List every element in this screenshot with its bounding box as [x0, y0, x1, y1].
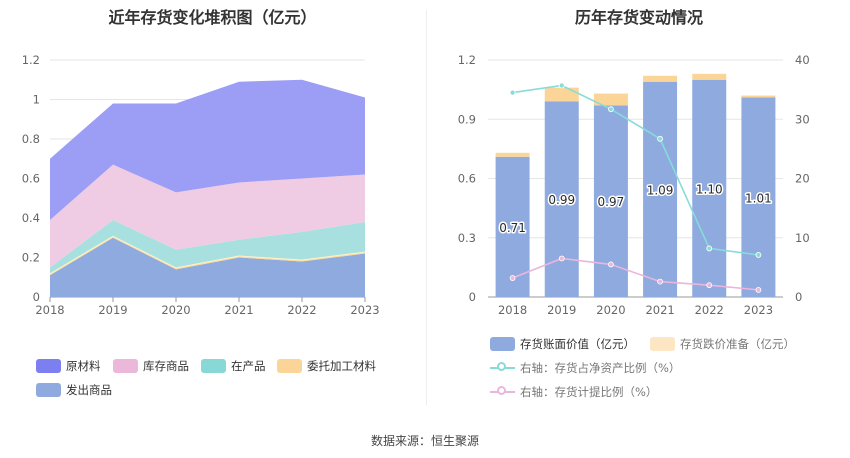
x-tick-label: 2019 — [547, 303, 576, 317]
y2-tick-label: 40 — [795, 53, 810, 67]
line-point — [608, 106, 614, 113]
y-tick-label: 0.4 — [22, 211, 40, 225]
x-tick-label: 2020 — [161, 303, 190, 317]
bar-book-value — [741, 97, 776, 298]
line-point — [706, 282, 713, 289]
y2-tick-label: 0 — [795, 290, 802, 304]
legend-swatch — [490, 337, 515, 351]
x-tick-label: 2018 — [35, 303, 64, 317]
line-point — [509, 275, 516, 281]
legend-swatch — [490, 361, 515, 375]
x-tick-label: 2021 — [224, 303, 253, 317]
legend-label: 存货跌价准备（亿元） — [680, 337, 795, 351]
bar-data-label: 1.10 — [696, 182, 723, 196]
y2-tick-label: 10 — [795, 231, 810, 245]
stacked-area-chart-panel: 近年存货变化堆积图（亿元） 0 0.2 0.4 0.6 0.8 1 1.2 2018 2019 2… — [0, 0, 425, 410]
y2-tick-label: 30 — [795, 112, 810, 126]
x-tick-label: 2019 — [98, 303, 127, 317]
line-point — [509, 89, 516, 96]
legend-label: 原材料 — [66, 359, 101, 373]
legend-item[interactable]: 右轴：存货占净资产比例（%） — [490, 360, 680, 376]
x-tick-label: 2023 — [744, 303, 773, 317]
y-tick-label: 1 — [33, 93, 40, 107]
legend-swatch — [490, 385, 515, 399]
legend-swatch — [277, 359, 302, 373]
area-series-2 — [50, 235, 365, 276]
bar-impairment-provision — [495, 152, 530, 157]
line-point — [755, 252, 762, 258]
area-series-3 — [50, 219, 365, 274]
bar-data-label: 1.09 — [647, 183, 674, 197]
bar-data-label: 0.97 — [598, 195, 625, 209]
legend-item[interactable]: 委托加工材料 — [277, 358, 376, 374]
y-tick-label: 0.6 — [22, 172, 40, 186]
bar-data-label: 0.71 — [499, 221, 526, 235]
legend-label: 委托加工材料 — [307, 359, 376, 373]
line-series-1 — [512, 84, 759, 256]
line-point — [608, 261, 614, 268]
bar-impairment-provision — [593, 93, 628, 106]
legend-swatch — [650, 337, 675, 351]
bar-book-value — [544, 101, 579, 297]
line-point — [558, 82, 565, 89]
legend-swatch — [113, 359, 138, 373]
area-series-4 — [50, 164, 365, 268]
y-tick-label: 1.2 — [458, 53, 476, 67]
line-point — [755, 286, 762, 293]
area-series-5 — [50, 79, 365, 220]
line-point — [657, 278, 663, 285]
y-tick-label: 0.3 — [458, 231, 476, 245]
stacked-area-chart: 0 0.2 0.4 0.6 0.8 1 1.2 2018 2019 2020 2021 2022 202… — [22, 53, 380, 317]
legend-label: 存货账面价值（亿元） — [520, 337, 635, 351]
x-tick-label: 2018 — [498, 303, 527, 317]
area-series-1 — [50, 237, 365, 297]
x-tick-label: 2021 — [645, 303, 674, 317]
bar-book-value — [643, 81, 678, 297]
legend-swatch — [36, 383, 61, 397]
y-tick-label: 0.6 — [458, 172, 476, 186]
legend-item[interactable]: 原材料 — [36, 358, 101, 374]
x-tick-label: 2023 — [350, 303, 379, 317]
legend-label: 发出商品 — [66, 383, 112, 397]
bar-impairment-provision — [692, 73, 727, 80]
inventory-bar-line-chart: 0 0.3 0.6 0.9 1.2 0 10 20 30 40 2018 2019 2020 2021 20… — [458, 53, 810, 317]
legend-item[interactable]: 右轴：存货计提比例（%） — [490, 384, 657, 400]
y-tick-label: 0.9 — [458, 112, 476, 126]
bar-impairment-provision — [741, 95, 776, 98]
legend-label: 右轴：存货计提比例（%） — [520, 385, 658, 399]
legend-item[interactable]: 发出商品 — [36, 382, 112, 398]
y-tick-label: 0.2 — [22, 251, 40, 265]
legend-label: 右轴：存货占净资产比例（%） — [520, 361, 681, 375]
x-tick-label: 2020 — [596, 303, 625, 317]
y2-tick-label: 20 — [795, 172, 810, 186]
y-tick-label: 0.8 — [22, 132, 40, 146]
line-series-2 — [512, 257, 759, 291]
data-source-label: 数据来源：恒生聚源 — [370, 434, 479, 448]
line-point — [657, 135, 663, 142]
x-tick-label: 2022 — [287, 303, 316, 317]
legend-label: 在产品 — [231, 359, 266, 373]
legend-swatch — [36, 359, 61, 373]
bar-data-label: 0.99 — [548, 193, 575, 207]
y-tick-label: 0 — [33, 290, 40, 304]
y-tick-label: 1.2 — [22, 53, 40, 67]
legend-item[interactable]: 库存商品 — [113, 358, 189, 374]
legend-label: 库存商品 — [143, 359, 189, 373]
left-chart-title: 近年存货变化堆积图（亿元） — [108, 8, 317, 27]
right-chart-title: 历年存货变动情况 — [574, 8, 703, 27]
y-tick-label: 0 — [469, 290, 476, 304]
bar-impairment-provision — [643, 75, 678, 82]
legend-item[interactable]: 存货跌价准备（亿元） — [650, 336, 795, 352]
bar-book-value — [692, 79, 727, 297]
inventory-change-chart-panel: 历年存货变动情况 0 0.3 0.6 0.9 1.2 0 10 20 30 40 2018 2019 2… — [428, 0, 850, 410]
line-point — [706, 245, 713, 252]
legend-item[interactable]: 存货账面价值（亿元） — [490, 336, 635, 352]
line-point — [558, 255, 565, 262]
x-tick-label: 2022 — [695, 303, 724, 317]
legend-swatch — [201, 359, 226, 373]
legend-item[interactable]: 在产品 — [201, 358, 266, 374]
bar-data-label: 1.01 — [745, 191, 772, 205]
bar-impairment-provision — [544, 87, 579, 102]
panel-divider — [426, 10, 427, 405]
